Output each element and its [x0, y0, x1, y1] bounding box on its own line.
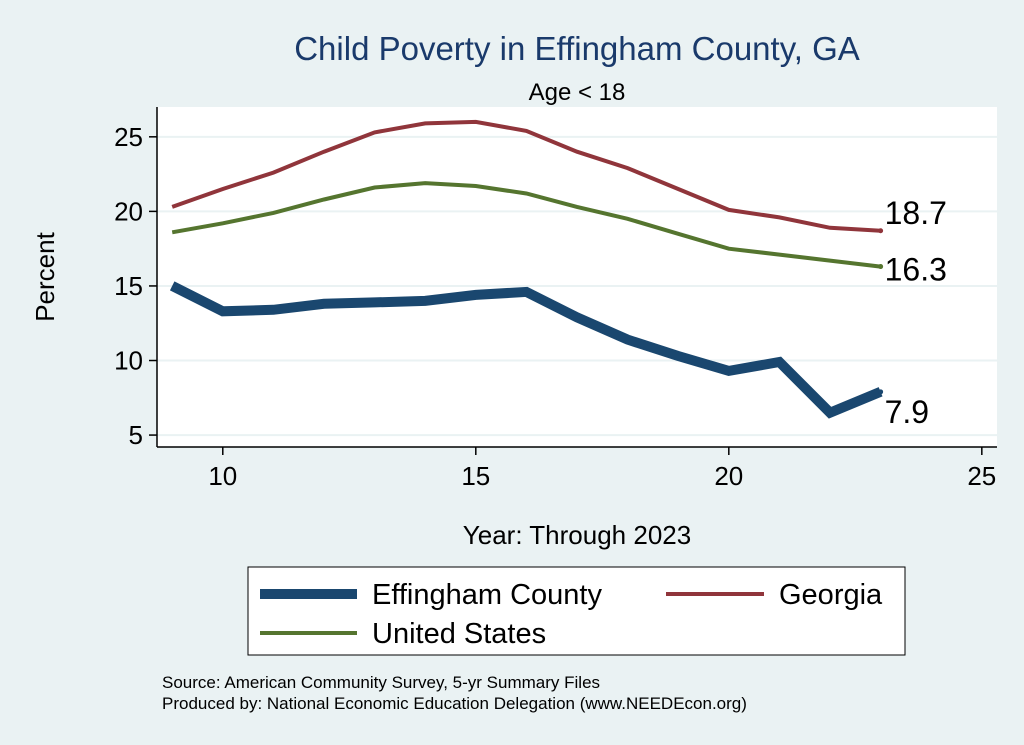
- y-tick-label: 5: [129, 420, 143, 450]
- chart-title: Child Poverty in Effingham County, GA: [294, 30, 860, 67]
- legend-label-georgia: Georgia: [779, 579, 883, 611]
- x-tick-label: 15: [461, 461, 490, 491]
- legend-box: [247, 566, 906, 656]
- series-line-united-states: [171, 181, 881, 269]
- legend-label-united-states: United States: [372, 618, 546, 650]
- y-axis-title: Percent: [30, 231, 60, 321]
- x-axis-title: Year: Through 2023: [463, 520, 691, 550]
- chart-subtitle: Age < 18: [529, 79, 626, 106]
- series-end-marker: [878, 264, 884, 270]
- y-tick-label: 10: [114, 346, 143, 376]
- y-tick-label: 20: [114, 196, 143, 226]
- end-label-georgia: 18.7: [885, 195, 947, 231]
- legend-label-effingham-county: Effingham County: [372, 579, 602, 611]
- end-label-united-states: 16.3: [885, 252, 947, 288]
- series-line-effingham-county: [169, 281, 883, 419]
- x-tick-label: 20: [714, 461, 743, 491]
- y-tick-label: 25: [114, 122, 143, 152]
- legend: Effingham County Georgia United States: [247, 566, 906, 656]
- series-line-georgia: [171, 119, 881, 233]
- series-end-marker: [878, 389, 884, 395]
- source-note: Source: American Community Survey, 5-yr …: [162, 673, 600, 692]
- x-tick-label: 10: [208, 461, 237, 491]
- end-label-effingham-county: 7.9: [885, 394, 929, 430]
- producer-note: Produced by: National Economic Education…: [162, 694, 747, 713]
- series-end-marker: [878, 228, 884, 234]
- y-tick-label: 15: [114, 271, 143, 301]
- x-tick-label: 25: [967, 461, 996, 491]
